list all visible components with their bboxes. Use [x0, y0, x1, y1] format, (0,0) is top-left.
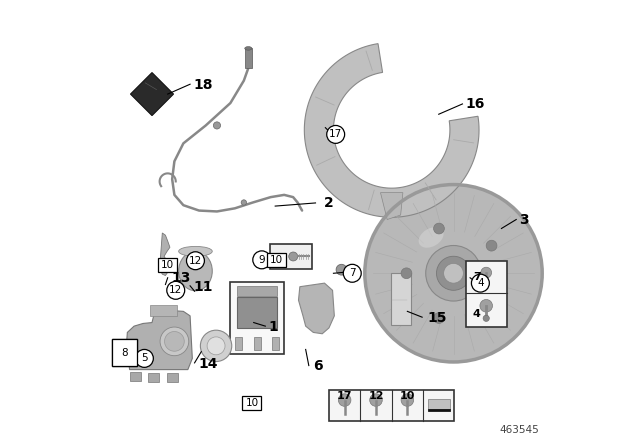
- Bar: [271, 337, 279, 350]
- Polygon shape: [298, 283, 334, 334]
- Text: 16: 16: [466, 97, 485, 111]
- Bar: [112, 339, 136, 366]
- Text: 12: 12: [368, 392, 384, 401]
- Bar: [466, 261, 507, 327]
- Text: 4: 4: [473, 310, 481, 319]
- Text: 463545: 463545: [500, 425, 540, 435]
- Text: 1: 1: [269, 320, 278, 334]
- Text: 15: 15: [428, 311, 447, 325]
- Circle shape: [336, 264, 347, 275]
- Bar: [230, 282, 284, 354]
- Bar: [253, 337, 261, 350]
- Circle shape: [164, 332, 184, 351]
- Text: 7: 7: [349, 268, 356, 278]
- Text: 18: 18: [194, 78, 213, 92]
- Bar: [130, 372, 141, 381]
- Circle shape: [433, 223, 444, 234]
- Circle shape: [289, 252, 298, 261]
- Bar: [244, 48, 252, 68]
- Bar: [235, 337, 242, 350]
- Bar: [329, 390, 454, 421]
- Circle shape: [436, 256, 470, 290]
- Circle shape: [444, 263, 463, 283]
- Circle shape: [327, 125, 344, 143]
- Polygon shape: [127, 310, 192, 370]
- Bar: [112, 339, 137, 366]
- Circle shape: [200, 330, 232, 362]
- Bar: [237, 286, 276, 296]
- Circle shape: [401, 268, 412, 279]
- Text: 17: 17: [329, 129, 342, 139]
- Circle shape: [483, 315, 490, 322]
- Polygon shape: [159, 233, 170, 276]
- Bar: [267, 253, 286, 267]
- Ellipse shape: [179, 251, 212, 291]
- Circle shape: [167, 281, 185, 299]
- Polygon shape: [305, 43, 479, 217]
- Ellipse shape: [244, 47, 252, 50]
- Text: 3: 3: [520, 212, 529, 227]
- Bar: [167, 373, 177, 382]
- Ellipse shape: [179, 246, 212, 256]
- Circle shape: [481, 267, 492, 278]
- Text: 7: 7: [473, 272, 481, 282]
- Circle shape: [426, 246, 481, 301]
- Text: 5: 5: [141, 353, 148, 363]
- Circle shape: [339, 394, 351, 406]
- Text: 13: 13: [172, 271, 191, 285]
- Circle shape: [433, 313, 444, 323]
- Bar: [158, 258, 177, 272]
- Text: 12: 12: [169, 285, 182, 295]
- Text: 10: 10: [399, 392, 415, 401]
- Circle shape: [116, 346, 127, 357]
- Text: 2: 2: [324, 196, 333, 210]
- Circle shape: [370, 394, 382, 406]
- Circle shape: [213, 122, 221, 129]
- Bar: [237, 297, 276, 328]
- Circle shape: [207, 337, 225, 355]
- Ellipse shape: [419, 227, 444, 248]
- Text: 10: 10: [270, 255, 283, 265]
- Text: 14: 14: [198, 357, 218, 371]
- Circle shape: [486, 296, 497, 306]
- Text: 10: 10: [245, 398, 259, 408]
- Circle shape: [241, 200, 246, 205]
- Text: 9: 9: [259, 255, 265, 265]
- Circle shape: [480, 300, 493, 312]
- Circle shape: [472, 274, 490, 292]
- Bar: [243, 396, 261, 410]
- Circle shape: [136, 349, 154, 367]
- Text: 11: 11: [194, 280, 213, 294]
- Circle shape: [253, 251, 271, 269]
- Text: 6: 6: [314, 359, 323, 374]
- Bar: [428, 399, 450, 409]
- Polygon shape: [131, 73, 173, 116]
- Circle shape: [401, 394, 413, 406]
- Circle shape: [160, 327, 189, 356]
- Text: 8: 8: [121, 348, 127, 358]
- Bar: [270, 244, 312, 269]
- Text: 4: 4: [477, 278, 484, 288]
- Bar: [150, 305, 177, 316]
- Bar: [148, 373, 159, 382]
- Circle shape: [186, 252, 204, 270]
- Text: 10: 10: [161, 260, 174, 270]
- Circle shape: [365, 185, 542, 362]
- Text: 17: 17: [337, 392, 353, 401]
- Polygon shape: [380, 193, 403, 220]
- Bar: [391, 273, 411, 325]
- Text: 12: 12: [189, 256, 202, 266]
- Circle shape: [486, 240, 497, 251]
- Circle shape: [343, 264, 361, 282]
